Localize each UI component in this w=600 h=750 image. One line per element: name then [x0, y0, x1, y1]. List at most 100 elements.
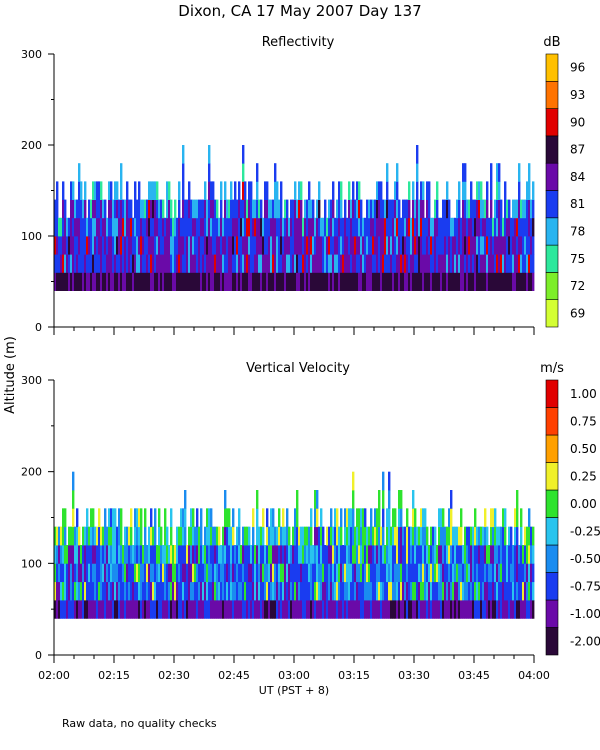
heatmap-cell	[368, 217, 371, 237]
heatmap-cell	[526, 600, 529, 619]
heatmap-cell	[170, 236, 173, 255]
heatmap-cell	[310, 545, 313, 564]
heatmap-cell	[272, 581, 275, 601]
heatmap-cell	[458, 526, 461, 546]
heatmap-cell	[146, 545, 149, 564]
heatmap-cell	[382, 254, 385, 273]
heatmap-cell	[264, 181, 267, 200]
heatmap-cell	[166, 600, 169, 619]
heatmap-cell	[264, 199, 267, 219]
heatmap-cell	[302, 600, 305, 619]
heatmap-cell	[438, 600, 441, 619]
heatmap-cell	[92, 217, 95, 237]
heatmap-cell	[380, 563, 383, 583]
heatmap-cell	[494, 526, 497, 546]
heatmap-cell	[386, 272, 389, 291]
heatmap-cell	[194, 217, 197, 237]
heatmap-cell	[232, 581, 235, 601]
heatmap-cell	[338, 526, 341, 546]
heatmap-cell	[56, 254, 59, 273]
heatmap-cell	[498, 563, 501, 583]
heatmap-cell	[376, 545, 379, 564]
heatmap-cell	[422, 563, 425, 583]
heatmap-cell	[140, 600, 143, 619]
heatmap-cell	[156, 217, 159, 237]
heatmap-cell	[456, 545, 459, 564]
heatmap-cell	[484, 217, 487, 237]
heatmap-cell	[434, 217, 437, 237]
heatmap-cell	[212, 236, 215, 255]
heatmap-cell	[232, 254, 235, 273]
heatmap-cell	[162, 254, 165, 273]
heatmap-cell	[94, 600, 97, 619]
heatmap-cell	[242, 545, 245, 564]
heatmap-cell	[260, 236, 263, 255]
heatmap-cell	[70, 272, 73, 291]
heatmap-cell	[158, 236, 161, 255]
heatmap-cell	[480, 181, 483, 200]
heatmap-cell	[446, 199, 449, 219]
heatmap-cell	[302, 236, 305, 255]
heatmap-cell	[444, 236, 447, 255]
heatmap-cell	[354, 545, 357, 564]
heatmap-cell	[366, 217, 369, 237]
heatmap-cell	[232, 600, 235, 619]
heatmap-cell	[518, 545, 521, 564]
heatmap-cell	[128, 581, 131, 601]
heatmap-cell	[54, 272, 57, 291]
heatmap-cell	[526, 254, 529, 273]
heatmap-cell	[322, 272, 325, 291]
heatmap-cell	[138, 217, 141, 237]
heatmap-cell	[112, 272, 115, 291]
heatmap-cell	[348, 545, 351, 564]
heatmap-cell	[316, 545, 319, 564]
heatmap-cell	[518, 581, 521, 601]
heatmap-cell	[318, 600, 321, 619]
heatmap-cell	[516, 217, 519, 237]
heatmap-cell	[200, 563, 203, 583]
heatmap-cell	[122, 545, 125, 564]
heatmap-cell	[212, 563, 215, 583]
heatmap-cell	[200, 254, 203, 273]
heatmap-cell	[240, 254, 243, 273]
heatmap-cell	[120, 163, 123, 182]
heatmap-cell	[470, 254, 473, 273]
heatmap-cell	[440, 236, 443, 255]
heatmap-cell	[336, 545, 339, 564]
heatmap-cell	[418, 545, 421, 564]
heatmap-cell	[504, 272, 507, 291]
heatmap-cell	[232, 217, 235, 237]
heatmap-cell	[102, 199, 105, 219]
colorbar-segment	[545, 162, 559, 191]
heatmap-cell	[444, 581, 447, 601]
heatmap-cell	[332, 545, 335, 564]
heatmap-cell	[184, 508, 187, 528]
heatmap-cell	[314, 545, 317, 564]
heatmap-cell	[486, 563, 489, 583]
heatmap-cell	[142, 600, 145, 619]
heatmap-cell	[222, 581, 225, 601]
heatmap-cell	[356, 526, 359, 546]
heatmap-cell	[468, 563, 471, 583]
heatmap-cell	[426, 600, 429, 619]
heatmap-cell	[434, 236, 437, 255]
heatmap-cell	[214, 199, 217, 219]
heatmap-cell	[226, 236, 229, 255]
heatmap-cell	[120, 563, 123, 583]
heatmap-cell	[70, 581, 73, 601]
heatmap-cell	[356, 545, 359, 564]
heatmap-cell	[532, 545, 535, 564]
heatmap-cell	[408, 563, 411, 583]
heatmap-cell	[360, 236, 363, 255]
heatmap-cell	[412, 272, 415, 291]
heatmap-cell	[478, 563, 481, 583]
heatmap-cell	[428, 217, 431, 237]
heatmap-cell	[166, 526, 169, 546]
heatmap-cell	[336, 217, 339, 237]
heatmap-cell	[222, 600, 225, 619]
heatmap-cell	[496, 600, 499, 619]
heatmap-cell	[198, 199, 201, 219]
heatmap-cell	[192, 526, 195, 546]
heatmap-cell	[250, 272, 253, 291]
heatmap-cell	[140, 545, 143, 564]
